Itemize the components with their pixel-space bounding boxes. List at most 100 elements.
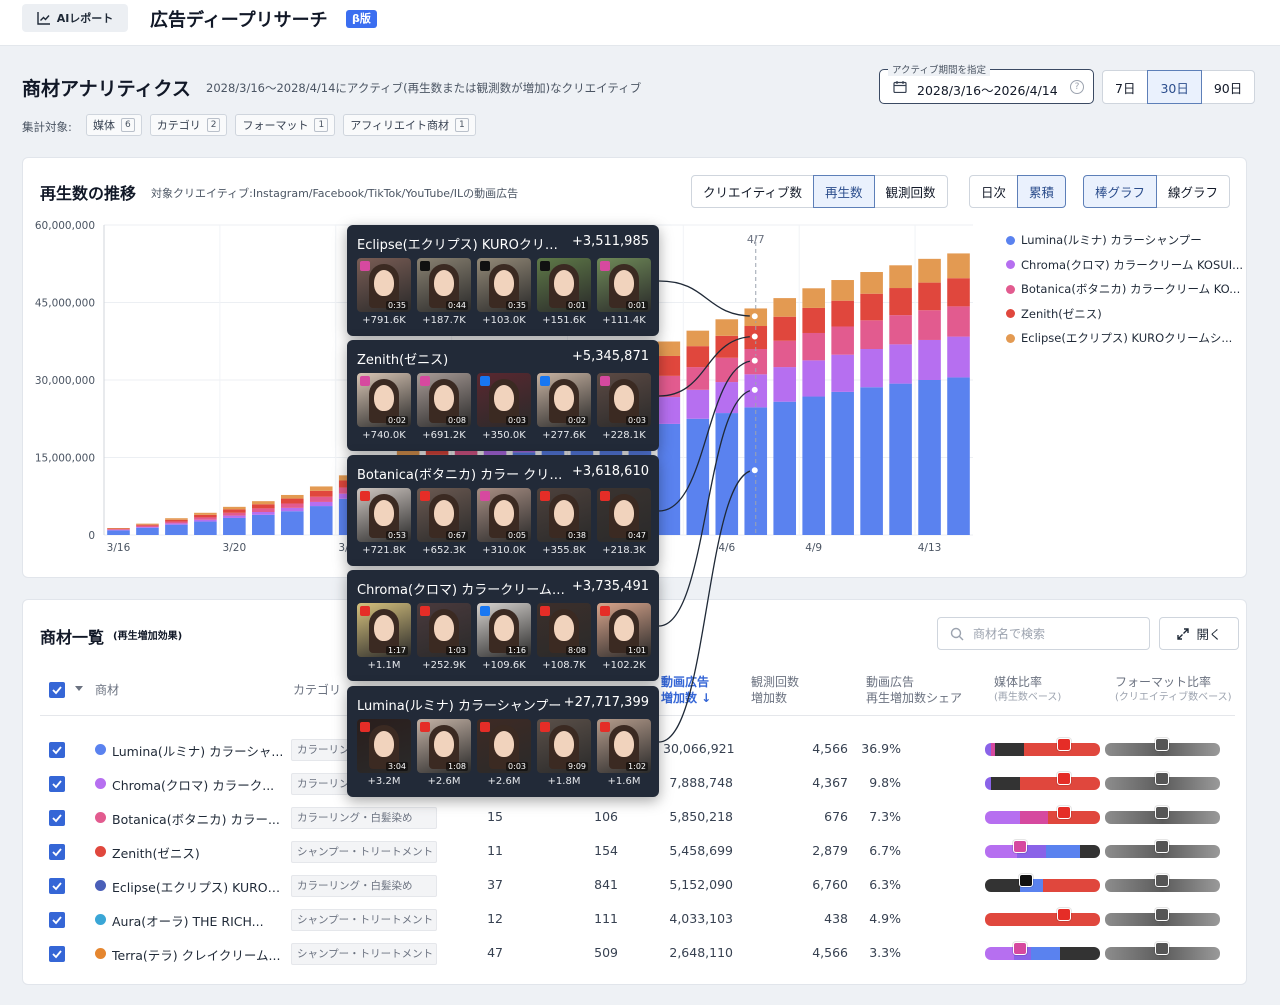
bar-segment[interactable] <box>802 332 825 361</box>
bar-segment[interactable] <box>918 339 941 380</box>
bar-segment[interactable] <box>165 519 188 522</box>
bar-segment[interactable] <box>309 496 333 502</box>
col-media-ratio[interactable]: 媒体比率 (再生数ベース) <box>994 674 1061 706</box>
bar-segment[interactable] <box>194 512 217 515</box>
creative-thumbnail[interactable]: 0:05 <box>477 488 531 542</box>
creative-thumbnail[interactable]: 0:03 <box>477 719 531 773</box>
creative-thumbnail[interactable]: 8:08 <box>537 603 591 657</box>
creative-thumbnail[interactable]: 0:35 <box>477 258 531 312</box>
bar-segment[interactable] <box>194 517 217 520</box>
bar-segment[interactable] <box>309 501 333 507</box>
bar-segment[interactable] <box>165 524 188 535</box>
bar-segment[interactable] <box>280 503 304 508</box>
col-format-ratio[interactable]: フォーマット比率 (クリエイティブ数ベース) <box>1115 674 1232 706</box>
metric-observed-button[interactable]: 観測回数 <box>873 175 948 208</box>
range-30d-button[interactable]: 30日 <box>1147 70 1202 104</box>
bar-segment[interactable] <box>686 330 710 347</box>
bar-segment[interactable] <box>947 306 970 337</box>
bar-segment[interactable] <box>889 315 912 345</box>
creative-thumbnail[interactable]: 1:16 <box>477 603 531 657</box>
bar-segment[interactable] <box>194 521 217 535</box>
bar-segment[interactable] <box>831 391 854 535</box>
bar-segment[interactable] <box>165 523 188 525</box>
bar-segment[interactable] <box>136 525 159 527</box>
range-90d-button[interactable]: 90日 <box>1200 70 1256 104</box>
bar-segment[interactable] <box>831 300 854 327</box>
bar-segment[interactable] <box>107 528 130 530</box>
chip-format[interactable]: フォーマット 1 <box>235 114 336 136</box>
legend-item[interactable]: Chroma(クロマ) カラークリーム KOSUI... <box>1006 253 1243 278</box>
bar-segment[interactable] <box>165 518 188 520</box>
creative-thumbnail[interactable]: 1:02 <box>597 719 651 773</box>
legend-item[interactable]: Zenith(ゼニス) <box>1006 302 1243 327</box>
creative-thumbnail[interactable]: 3:04 <box>357 719 411 773</box>
help-icon[interactable]: ? <box>1070 80 1084 94</box>
creative-thumbnail[interactable]: 1:01 <box>597 603 651 657</box>
bar-segment[interactable] <box>223 512 246 516</box>
creative-thumbnail[interactable]: 0:02 <box>357 373 411 427</box>
creative-card[interactable]: Eclipse(エクリプス) KUROクリー... +3,511,985 0:35 +… <box>347 225 659 336</box>
table-row[interactable]: Eclipse(エクリプス) KUROク... カラーリング・白髪染め 37 841 5… <box>23 869 1248 903</box>
period-picker[interactable]: アクティブ期間を指定 2028/3/16〜2026/4/14 ? <box>879 62 1094 104</box>
line-graph-button[interactable]: 線グラフ <box>1156 175 1231 208</box>
bar-segment[interactable] <box>773 401 797 535</box>
bar-graph-button[interactable]: 棒グラフ <box>1083 175 1158 208</box>
metric-views-button[interactable]: 再生数 <box>813 175 875 208</box>
table-row[interactable]: Aura(オーラ) THE RICH... シャンプー・トリートメント 12 111 4… <box>23 903 1248 937</box>
metric-creatives-button[interactable]: クリエイティブ数 <box>691 175 815 208</box>
legend-item[interactable]: Botanica(ボタニカ) カラークリーム KO... <box>1006 277 1243 302</box>
bar-segment[interactable] <box>280 507 304 512</box>
chevron-down-icon[interactable] <box>75 686 83 691</box>
bar-segment[interactable] <box>831 280 854 301</box>
bar-segment[interactable] <box>107 530 130 535</box>
bar-segment[interactable] <box>252 504 275 509</box>
bar-segment[interactable] <box>918 380 941 535</box>
row-checkbox[interactable] <box>49 742 65 758</box>
bar-segment[interactable] <box>889 288 912 316</box>
bar-segment[interactable] <box>802 396 825 535</box>
bar-segment[interactable] <box>657 423 681 535</box>
bar-segment[interactable] <box>657 397 681 424</box>
bar-segment[interactable] <box>223 509 246 513</box>
bar-segment[interactable] <box>396 449 420 457</box>
bar-segment[interactable] <box>194 519 217 522</box>
bar-segment[interactable] <box>860 320 883 349</box>
bar-segment[interactable] <box>136 523 159 525</box>
bar-segment[interactable] <box>773 367 797 402</box>
bar-segment[interactable] <box>715 357 739 383</box>
bar-segment[interactable] <box>773 316 797 341</box>
bar-segment[interactable] <box>686 389 710 419</box>
row-checkbox[interactable] <box>49 946 65 962</box>
bar-segment[interactable] <box>860 272 883 294</box>
bar-segment[interactable] <box>223 506 246 510</box>
bar-segment[interactable] <box>860 387 883 535</box>
bar-segment[interactable] <box>831 326 854 355</box>
bar-segment[interactable] <box>715 319 739 336</box>
col-share[interactable]: 動画広告 再生増加数シェア <box>866 674 962 706</box>
chip-affiliate[interactable]: アフィリエイト商材 1 <box>343 114 476 136</box>
row-checkbox[interactable] <box>49 912 65 928</box>
col-product[interactable]: 商材 <box>95 683 120 697</box>
creative-thumbnail[interactable]: 0:03 <box>477 373 531 427</box>
bar-segment[interactable] <box>252 501 275 505</box>
bar-segment[interactable] <box>947 336 970 378</box>
bar-segment[interactable] <box>309 486 333 491</box>
bar-segment[interactable] <box>686 346 710 368</box>
creative-thumbnail[interactable]: 0:01 <box>537 258 591 312</box>
creative-thumbnail[interactable]: 1:03 <box>417 603 471 657</box>
bar-segment[interactable] <box>860 349 883 388</box>
creative-card[interactable]: Lumina(ルミナ) カラーシャンプー +27,717,399 3:04 +3.2M… <box>347 686 659 797</box>
row-checkbox[interactable] <box>49 844 65 860</box>
bar-segment[interactable] <box>309 506 333 535</box>
table-row[interactable]: Zenith(ゼニス) シャンプー・トリートメント 11 154 5,458,699 2,… <box>23 835 1248 869</box>
legend-item[interactable]: Lumina(ルミナ) カラーシャンプー <box>1006 228 1243 253</box>
bar-segment[interactable] <box>802 288 825 308</box>
bar-segment[interactable] <box>918 258 941 283</box>
creative-thumbnail[interactable]: 1:08 <box>417 719 471 773</box>
bar-segment[interactable] <box>223 517 246 535</box>
row-checkbox[interactable] <box>49 810 65 826</box>
creative-thumbnail[interactable]: 0:47 <box>597 488 651 542</box>
bar-segment[interactable] <box>657 341 681 356</box>
bar-segment[interactable] <box>889 265 912 289</box>
bar-segment[interactable] <box>657 355 681 376</box>
